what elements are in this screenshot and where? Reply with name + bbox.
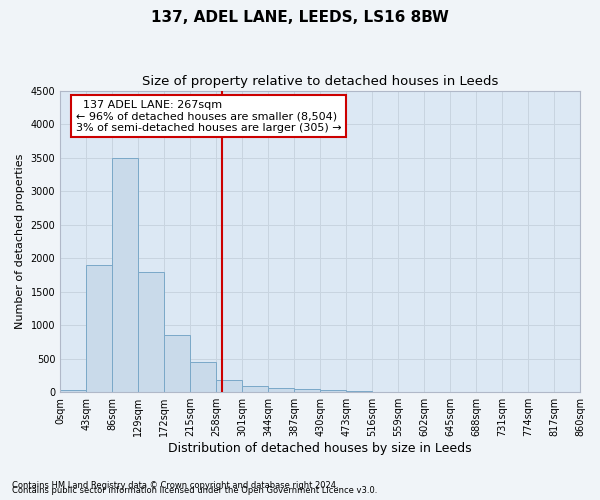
Bar	[216, 380, 242, 392]
Bar	[86, 265, 112, 392]
X-axis label: Distribution of detached houses by size in Leeds: Distribution of detached houses by size …	[168, 442, 472, 455]
Bar	[242, 386, 268, 392]
Bar	[112, 158, 138, 392]
Title: Size of property relative to detached houses in Leeds: Size of property relative to detached ho…	[142, 75, 498, 88]
Text: 137 ADEL LANE: 267sqm
← 96% of detached houses are smaller (8,504)
3% of semi-de: 137 ADEL LANE: 267sqm ← 96% of detached …	[76, 100, 341, 133]
Text: Contains HM Land Registry data © Crown copyright and database right 2024.: Contains HM Land Registry data © Crown c…	[12, 481, 338, 490]
Bar	[268, 388, 294, 392]
Bar	[60, 390, 86, 392]
Bar	[346, 391, 372, 392]
Y-axis label: Number of detached properties: Number of detached properties	[15, 154, 25, 329]
Bar	[164, 335, 190, 392]
Bar	[138, 272, 164, 392]
Text: Contains public sector information licensed under the Open Government Licence v3: Contains public sector information licen…	[12, 486, 377, 495]
Bar	[320, 390, 346, 392]
Bar	[294, 389, 320, 392]
Bar	[190, 362, 216, 392]
Text: 137, ADEL LANE, LEEDS, LS16 8BW: 137, ADEL LANE, LEEDS, LS16 8BW	[151, 10, 449, 25]
